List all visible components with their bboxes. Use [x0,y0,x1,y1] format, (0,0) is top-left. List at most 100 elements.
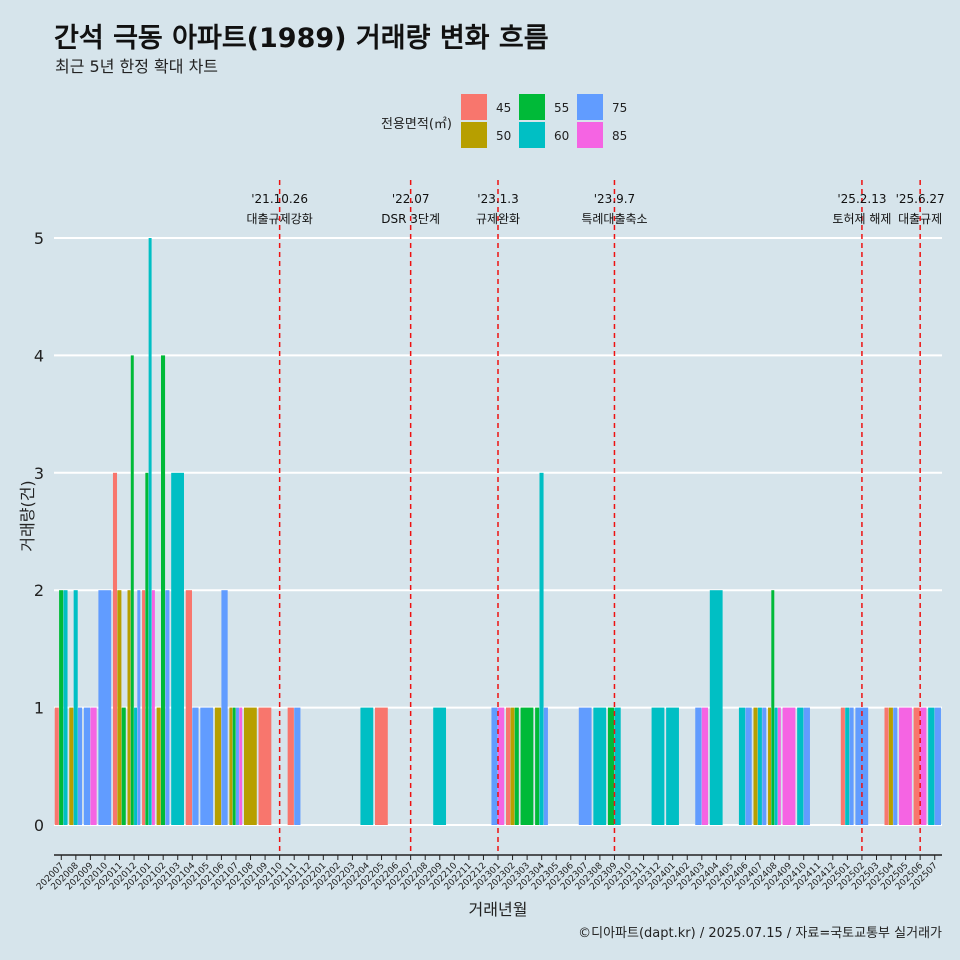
event-label: 규제완화 [476,212,520,226]
bar-202408-85 [777,707,781,825]
bar-202504-75 [893,707,898,825]
event-date: '21.10.26 [251,192,308,206]
legend-label-50: 50 [496,129,511,143]
event-label: 대출규제 [898,212,942,226]
bar-202111-75 [294,707,301,825]
bar-202304-55 [535,707,540,825]
bar-202011-55 [121,707,126,825]
event-date: '25.2.13 [837,192,886,206]
legend-swatch-85 [577,122,603,148]
bar-202507-60 [928,707,935,825]
legend-label-75: 75 [612,101,627,115]
bar-202408-50 [768,707,772,825]
event-label: 특례대출축소 [581,212,647,226]
bar-202009-85 [90,707,97,825]
bar-202008-75 [78,707,83,825]
bar-202012-60 [134,707,138,825]
event-label: 토허제 해제 [832,212,891,226]
bar-202009-75 [83,707,91,825]
legend: 전용면적(㎡) 45 50 55 60 75 85 [381,94,627,148]
bar-202408-55 [771,590,775,825]
bar-202407-50 [753,707,758,825]
bar-202209-60 [433,707,447,825]
y-tick-label: 1 [34,699,44,718]
bar-202501-75 [849,707,854,825]
bar-202302-55 [514,707,519,825]
legend-swatch-50 [461,122,487,148]
bar-202106-75 [221,590,228,825]
legend-title: 전용면적(㎡) [381,117,452,132]
legend-label-85: 85 [612,129,627,143]
bar-202105-75 [200,707,214,825]
bar-202506-85 [920,707,927,825]
bar-202410-60 [797,707,804,825]
bar-202401-60 [666,707,679,825]
x-axis-title: 거래년월 [469,900,528,919]
bar-202204-60 [360,707,374,825]
bar-202101-85 [151,590,155,825]
bar-202408-60 [774,707,778,825]
event-date: '23.1.3 [477,192,518,206]
bar-202506-45 [913,707,920,825]
bar-202007-55 [59,590,64,825]
bar-202102-50 [156,707,161,825]
bar-202008-60 [73,590,78,825]
bar-202012-55 [130,355,134,825]
bar-202102-75 [165,590,170,825]
y-tick-label: 3 [34,464,44,483]
bar-202101-45 [142,590,146,825]
bar-202304-75 [543,707,548,825]
event-date: '25.6.27 [896,192,945,206]
bar-202010-75 [98,590,112,825]
y-axis-title: 거래량(건) [18,480,37,551]
y-tick-label: 4 [34,346,44,365]
bar-202101-60 [148,238,152,825]
legend-swatch-45 [461,94,487,120]
bar-202007-45 [54,707,59,825]
bar-202406-75 [745,707,752,825]
bar-202504-45 [884,707,889,825]
legend-label-45: 45 [496,101,511,115]
bar-202308-60 [593,707,607,825]
bar-202309-60 [614,707,621,825]
bar-202101-55 [145,472,149,825]
chart-title: 간석 극동 아파트(1989) 거래량 변화 흐름 [54,23,549,54]
bar-202107-55 [232,707,236,825]
bar-202312-60 [651,707,665,825]
bar-202012-50 [127,590,131,825]
y-tick-label: 0 [34,816,44,835]
bar-202302-50 [510,707,515,825]
legend-swatch-60 [519,122,545,148]
source-caption: ©디아파트(dapt.kr) / 2025.07.15 / 자료=국토교통부 실… [578,926,942,941]
bar-202007-60 [63,590,68,825]
bar-202307-75 [578,707,592,825]
bar-202104-75 [192,707,199,825]
bar-202507-75 [934,707,941,825]
bar-202407-60 [757,707,762,825]
bar-202403-75 [695,707,702,825]
bar-202406-60 [738,707,746,825]
bar-202309-55 [607,707,615,825]
bar-202102-55 [160,355,166,825]
bar-202104-45 [185,590,192,825]
bar-202301-75 [491,707,498,825]
bar-202008-50 [69,707,74,825]
bar-202107-50 [229,707,233,825]
bar-202409-85 [782,707,796,825]
event-date: '22.07 [392,192,430,206]
bar-202107-85 [239,707,243,825]
bar-202501-60 [845,707,850,825]
bar-202410-75 [803,707,810,825]
bar-202111-45 [287,707,294,825]
y-tick-label: 5 [34,229,44,248]
legend-label-60: 60 [554,129,569,143]
event-label: 대출규제강화 [247,212,313,226]
bar-202403-85 [701,707,709,825]
event-label: DSR 3단계 [381,212,440,226]
bar-202504-50 [888,707,893,825]
bar-202012-75 [137,590,141,825]
bar-202205-45 [374,707,388,825]
bar-202302-45 [506,707,511,825]
legend-swatch-75 [577,94,603,120]
